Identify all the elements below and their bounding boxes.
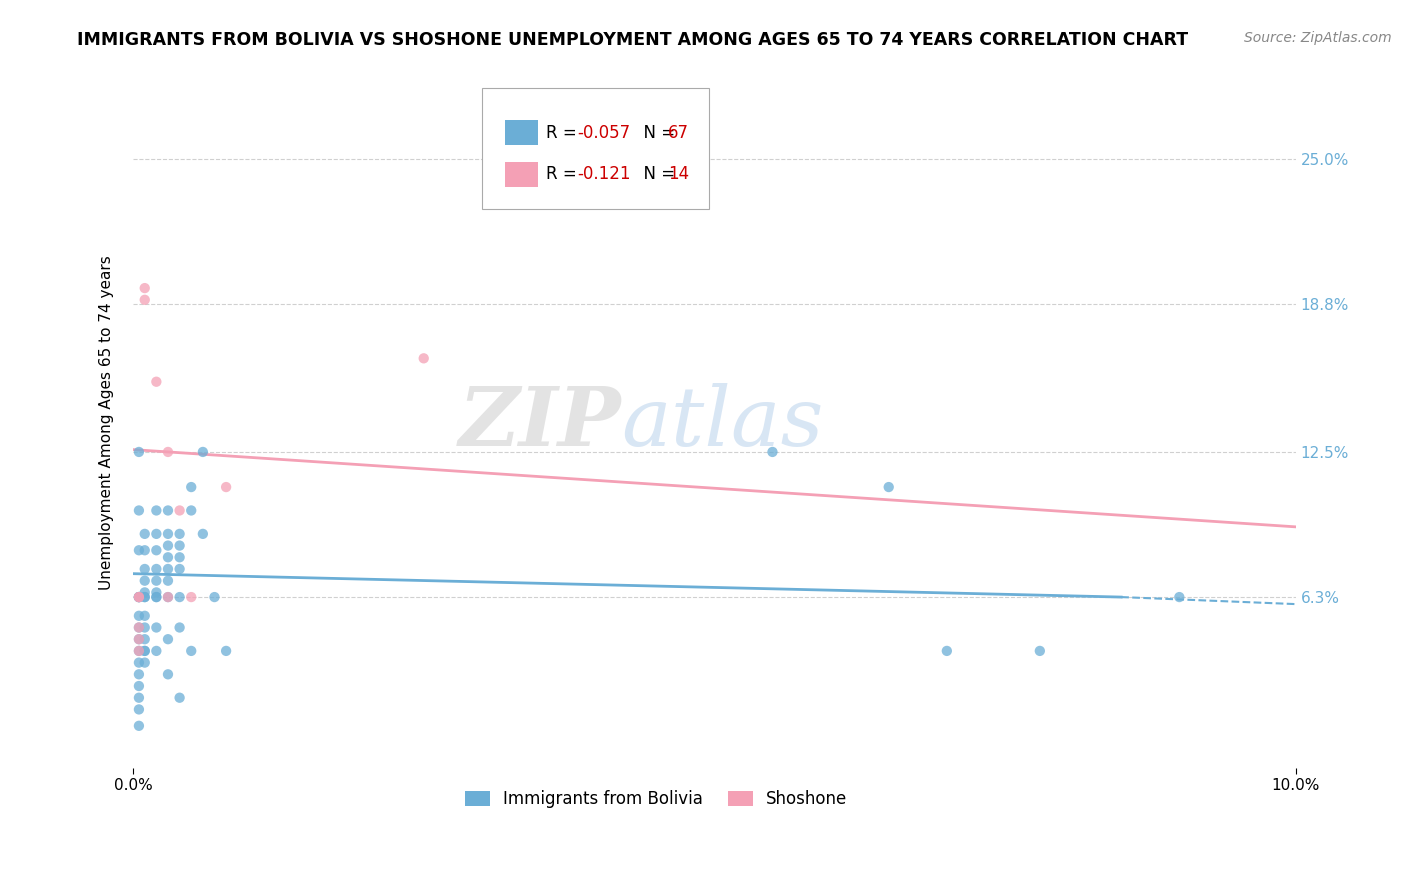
- Point: [134, 281, 156, 295]
- Point: [128, 590, 150, 604]
- Point: [128, 690, 150, 705]
- Point: [145, 590, 167, 604]
- Point: [412, 351, 434, 366]
- Point: [128, 632, 150, 647]
- Point: [156, 539, 179, 553]
- Point: [169, 590, 191, 604]
- Point: [128, 667, 150, 681]
- Text: N =: N =: [633, 124, 681, 142]
- Point: [128, 590, 150, 604]
- Point: [145, 585, 167, 599]
- Point: [128, 644, 150, 658]
- Point: [134, 620, 156, 634]
- Point: [180, 480, 202, 494]
- Point: [191, 445, 214, 459]
- Point: [156, 562, 179, 576]
- Point: [145, 644, 167, 658]
- Point: [215, 644, 238, 658]
- Point: [169, 562, 191, 576]
- Point: [169, 550, 191, 565]
- Point: [761, 445, 783, 459]
- Point: [128, 608, 150, 623]
- Text: -0.057: -0.057: [578, 124, 630, 142]
- Point: [134, 562, 156, 576]
- Point: [128, 656, 150, 670]
- Point: [134, 656, 156, 670]
- Point: [156, 590, 179, 604]
- Point: [134, 644, 156, 658]
- Point: [169, 539, 191, 553]
- Point: [180, 590, 202, 604]
- FancyBboxPatch shape: [505, 161, 537, 186]
- Text: N =: N =: [633, 165, 681, 183]
- Point: [156, 503, 179, 517]
- Point: [128, 445, 150, 459]
- Point: [134, 293, 156, 307]
- Point: [145, 527, 167, 541]
- Point: [145, 562, 167, 576]
- FancyBboxPatch shape: [482, 87, 709, 209]
- Point: [180, 644, 202, 658]
- Point: [180, 503, 202, 517]
- Point: [145, 590, 167, 604]
- Point: [156, 574, 179, 588]
- Text: R =: R =: [546, 165, 582, 183]
- Text: 14: 14: [668, 165, 689, 183]
- Point: [128, 644, 150, 658]
- FancyBboxPatch shape: [505, 120, 537, 145]
- Point: [134, 574, 156, 588]
- Point: [128, 620, 150, 634]
- Text: Source: ZipAtlas.com: Source: ZipAtlas.com: [1244, 31, 1392, 45]
- Point: [145, 574, 167, 588]
- Y-axis label: Unemployment Among Ages 65 to 74 years: Unemployment Among Ages 65 to 74 years: [100, 255, 114, 591]
- Point: [134, 527, 156, 541]
- Point: [935, 644, 957, 658]
- Point: [191, 527, 214, 541]
- Point: [204, 590, 226, 604]
- Point: [145, 375, 167, 389]
- Point: [215, 480, 238, 494]
- Point: [128, 503, 150, 517]
- Point: [134, 543, 156, 558]
- Point: [169, 690, 191, 705]
- Point: [134, 590, 156, 604]
- Text: ZIP: ZIP: [458, 383, 621, 463]
- Point: [877, 480, 900, 494]
- Legend: Immigrants from Bolivia, Shoshone: Immigrants from Bolivia, Shoshone: [458, 783, 855, 815]
- Point: [156, 590, 179, 604]
- Point: [134, 632, 156, 647]
- Point: [156, 632, 179, 647]
- Point: [128, 620, 150, 634]
- Point: [156, 445, 179, 459]
- Point: [156, 667, 179, 681]
- Point: [145, 620, 167, 634]
- Point: [128, 679, 150, 693]
- Point: [169, 527, 191, 541]
- Point: [134, 590, 156, 604]
- Point: [128, 590, 150, 604]
- Point: [156, 550, 179, 565]
- Point: [128, 543, 150, 558]
- Point: [128, 590, 150, 604]
- Point: [145, 543, 167, 558]
- Point: [128, 719, 150, 733]
- Point: [128, 702, 150, 716]
- Text: R =: R =: [546, 124, 582, 142]
- Text: IMMIGRANTS FROM BOLIVIA VS SHOSHONE UNEMPLOYMENT AMONG AGES 65 TO 74 YEARS CORRE: IMMIGRANTS FROM BOLIVIA VS SHOSHONE UNEM…: [77, 31, 1188, 49]
- Point: [156, 527, 179, 541]
- Point: [1029, 644, 1052, 658]
- Point: [134, 608, 156, 623]
- Text: 67: 67: [668, 124, 689, 142]
- Point: [128, 590, 150, 604]
- Text: atlas: atlas: [621, 383, 824, 463]
- Point: [128, 632, 150, 647]
- Point: [169, 503, 191, 517]
- Text: -0.121: -0.121: [578, 165, 631, 183]
- Point: [134, 585, 156, 599]
- Point: [145, 503, 167, 517]
- Point: [134, 644, 156, 658]
- Point: [1168, 590, 1191, 604]
- Point: [169, 620, 191, 634]
